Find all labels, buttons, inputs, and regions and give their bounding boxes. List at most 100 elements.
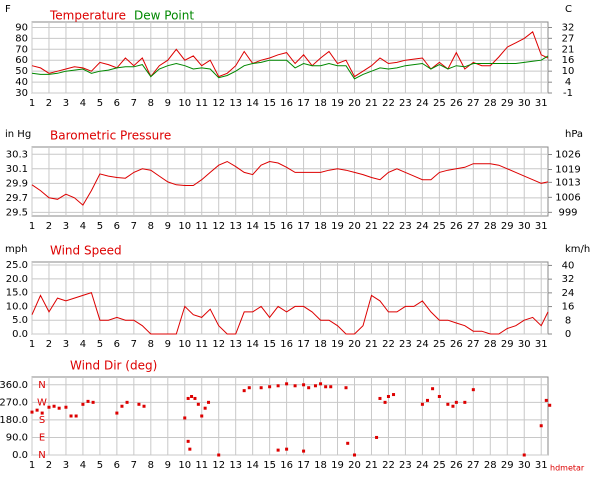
legend-entry: Dew Point	[134, 9, 194, 23]
x-tick-label: 10	[178, 98, 191, 109]
x-tick-label: 14	[246, 221, 259, 232]
data-point	[302, 449, 306, 453]
y-tick-label: 90.0	[6, 432, 28, 443]
x-tick-label: 12	[212, 339, 225, 350]
data-point	[522, 453, 526, 457]
x-tick-label: 6	[114, 339, 120, 350]
x-tick-label: 27	[467, 221, 480, 232]
data-point	[137, 402, 141, 406]
y-tick-label: 30	[15, 88, 28, 99]
x-tick-label: 8	[148, 221, 154, 232]
x-tick-label: 31	[535, 98, 548, 109]
x-tick-label: 2	[46, 98, 52, 109]
x-tick-label: 20	[348, 339, 361, 350]
y-axis-label: mph	[5, 244, 27, 255]
data-point	[383, 400, 387, 404]
x-tick-label: 20	[348, 460, 361, 471]
data-point	[35, 408, 39, 412]
x-tick-label: 7	[131, 339, 137, 350]
y-tick-label: 29.9	[6, 178, 28, 189]
y-tick-label: 30.1	[6, 164, 28, 175]
x-tick-label: 26	[450, 98, 463, 109]
x-tick-label: 22	[382, 221, 395, 232]
data-point	[207, 400, 211, 404]
y-axis-label: F	[5, 4, 11, 15]
x-tick-label: 9	[165, 460, 171, 471]
x-tick-label: 10	[178, 460, 191, 471]
data-point	[188, 447, 192, 451]
x-tick-label: 19	[331, 98, 344, 109]
y2-tick-label: 1006	[555, 192, 580, 203]
compass-label: S	[39, 415, 45, 426]
x-tick-label: 12	[212, 221, 225, 232]
y-tick-label: 25.0	[6, 260, 28, 271]
y2-tick-label: 0	[565, 329, 571, 340]
x-tick-label: 6	[114, 221, 120, 232]
x-tick-label: 17	[297, 98, 310, 109]
x-tick-label: 20	[348, 221, 361, 232]
data-point	[431, 387, 435, 391]
data-point	[285, 382, 289, 386]
x-tick-label: 8	[148, 98, 154, 109]
x-tick-label: 26	[450, 221, 463, 232]
x-tick-label: 30	[518, 339, 531, 350]
data-point	[91, 400, 95, 404]
y-tick-label: 70	[15, 44, 28, 55]
x-tick-label: 28	[484, 98, 497, 109]
x-tick-label: 11	[195, 221, 208, 232]
data-point	[142, 404, 146, 408]
y-tick-label: 0.0	[12, 329, 28, 340]
x-tick-label: 2	[46, 460, 52, 471]
plot-area	[31, 261, 549, 335]
x-tick-label: 29	[501, 98, 514, 109]
y-tick-label: 360.0	[0, 380, 28, 391]
x-tick-label: 1	[29, 221, 35, 232]
data-point	[196, 402, 200, 406]
data-point	[86, 399, 90, 403]
x-tick-label: 10	[178, 339, 191, 350]
y2-tick-label: 16	[562, 302, 575, 313]
x-tick-label: 5	[97, 221, 103, 232]
y2-tick-label: 10	[562, 66, 575, 77]
data-point	[425, 398, 429, 402]
x-tick-label: 8	[148, 460, 154, 471]
x-tick-label: 30	[518, 221, 531, 232]
data-point	[302, 383, 306, 387]
x-tick-label: 16	[280, 221, 293, 232]
y-tick-label: 29.5	[6, 207, 28, 218]
x-tick-label: 28	[484, 339, 497, 350]
data-point	[293, 384, 297, 388]
x-tick-label: 24	[416, 221, 429, 232]
x-tick-label: 9	[165, 339, 171, 350]
data-point	[539, 424, 543, 428]
data-point	[268, 385, 272, 389]
plot-area	[31, 376, 549, 456]
data-point	[203, 406, 207, 410]
y-tick-label: 90	[15, 22, 28, 33]
x-tick-label: 14	[246, 460, 259, 471]
x-tick-label: 12	[212, 460, 225, 471]
data-point	[52, 404, 56, 408]
x-tick-label: 21	[365, 221, 378, 232]
x-tick-label: 20	[348, 98, 361, 109]
x-tick-label: 4	[80, 221, 86, 232]
x-tick-label: 22	[382, 339, 395, 350]
x-tick-label: 27	[467, 460, 480, 471]
y2-tick-label: 1019	[555, 165, 580, 176]
x-tick-label: 1	[29, 339, 35, 350]
data-point	[471, 388, 475, 392]
x-tick-label: 3	[63, 98, 69, 109]
x-tick-label: 17	[297, 339, 310, 350]
y-tick-label: 20.0	[6, 274, 28, 285]
x-tick-label: 8	[148, 339, 154, 350]
y2-tick-label: 1013	[555, 177, 580, 188]
x-tick-label: 17	[297, 221, 310, 232]
y2-tick-label: 1026	[555, 150, 580, 161]
y-tick-label: 80	[15, 33, 28, 44]
y2-axis-label: km/h	[565, 244, 590, 255]
x-tick-label: 7	[131, 460, 137, 471]
x-tick-label: 15	[263, 98, 276, 109]
data-point	[324, 385, 328, 389]
x-tick-label: 29	[501, 339, 514, 350]
data-point	[344, 386, 348, 390]
